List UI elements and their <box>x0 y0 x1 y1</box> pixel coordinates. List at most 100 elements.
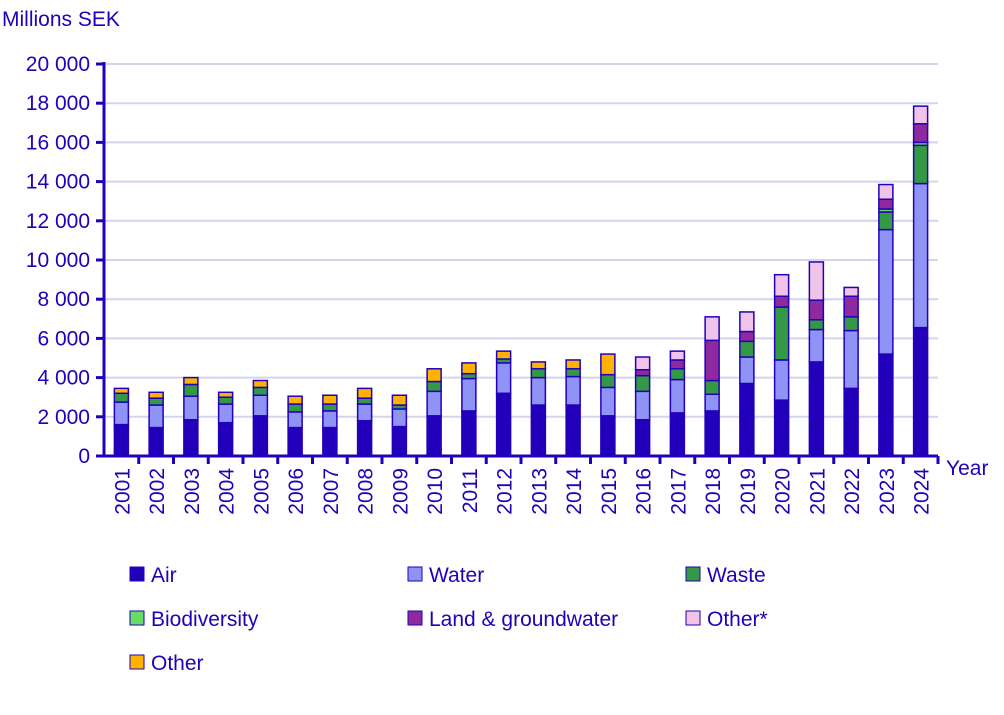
x-tick-label: 2007 <box>320 468 343 515</box>
bar-segment-air <box>461 410 477 457</box>
bar-segment-land-groundwater <box>739 330 755 343</box>
bar-segment-air <box>252 415 269 457</box>
bar-segment-water <box>600 386 616 417</box>
bar-segment-water <box>287 411 303 429</box>
bar-segment-waste <box>530 368 547 379</box>
x-tick-label: 2004 <box>216 468 239 515</box>
bar-segment-land-groundwater <box>912 123 929 144</box>
bar-segment-air <box>148 426 164 457</box>
bar-segment-water <box>912 182 929 329</box>
x-tick-label: 2011 <box>459 468 482 513</box>
bar-segment-other- <box>704 316 720 342</box>
bar-segment-other <box>217 391 234 398</box>
bar-segment-water <box>495 362 512 395</box>
bar-segment-air <box>878 353 894 457</box>
bar-segment-water <box>878 228 894 355</box>
bar-segment-other <box>183 376 199 386</box>
bar-segment-other <box>530 361 547 370</box>
x-axis-label: Year <box>946 457 988 480</box>
bar-segment-water <box>426 390 442 417</box>
bar-segment-land-groundwater <box>878 198 894 210</box>
bar-segment-other <box>356 387 373 399</box>
bar-segment-air <box>739 382 755 457</box>
bar-segment-land-groundwater <box>634 369 651 377</box>
bar-segment-other- <box>739 311 755 333</box>
x-tick-label: 2002 <box>146 468 169 515</box>
bar-segment-other- <box>912 105 929 125</box>
bar-segment-air <box>773 399 790 457</box>
bar-segment-other <box>565 359 581 370</box>
x-tick-label: 2005 <box>250 468 273 515</box>
bar-segment-waste <box>773 306 790 361</box>
bar-segment-other <box>495 350 512 360</box>
bar-segment-air <box>426 415 442 457</box>
x-tick-label: 2001 <box>111 468 134 515</box>
bar-segment-water <box>148 404 164 429</box>
bar-segment-air <box>600 415 616 457</box>
bar-segment-water <box>634 390 651 421</box>
x-tick-label: 2020 <box>772 468 795 515</box>
bar-segment-air <box>843 387 859 457</box>
y-tick-label: 0 <box>78 445 90 468</box>
bar-segment-water <box>808 328 825 363</box>
x-tick-label: 2023 <box>876 468 899 515</box>
bar-segment-waste <box>148 397 164 406</box>
bar-segment-waste <box>356 397 373 405</box>
bar-segment-waste <box>600 373 616 389</box>
bar-segment-water <box>183 395 199 421</box>
bar-segment-water <box>217 403 234 424</box>
bar-segment-other <box>426 368 442 383</box>
x-tick-label: 2018 <box>702 468 725 515</box>
bar-segment-water <box>530 376 547 406</box>
legend-label: Other <box>151 652 204 675</box>
x-tick-label: 2003 <box>181 468 204 515</box>
bar-segment-waste <box>252 386 269 396</box>
y-tick-label: 2 000 <box>37 406 90 429</box>
bar-segment-other <box>391 394 408 406</box>
bar-segment-other <box>461 362 477 375</box>
x-tick-label: 2008 <box>355 468 378 515</box>
x-tick-label: 2012 <box>494 468 517 515</box>
bar-segment-air <box>113 423 130 457</box>
bar-segment-waste <box>565 368 581 378</box>
legend-label: Land & groundwater <box>429 608 618 631</box>
legend-swatch <box>685 566 701 582</box>
bar-segment-air <box>495 392 512 457</box>
x-tick-label: 2017 <box>667 468 690 515</box>
bar-segment-other <box>322 394 338 405</box>
x-tick-label: 2013 <box>528 468 551 515</box>
y-tick-label: 14 000 <box>26 171 90 194</box>
legend-swatch <box>407 566 423 582</box>
bar-segment-other <box>148 391 164 399</box>
bar-segment-waste <box>843 316 859 332</box>
bar-segment-air <box>669 412 686 457</box>
bar-segment-water <box>252 394 269 417</box>
bar-segment-water <box>113 401 130 426</box>
x-tick-label: 2024 <box>911 468 934 515</box>
bar-segment-land-groundwater <box>843 295 859 318</box>
bar-segment-other- <box>669 350 686 361</box>
bar-segment-water <box>669 378 686 414</box>
bar-segment-other- <box>808 261 825 301</box>
x-tick-label: 2010 <box>424 468 447 515</box>
y-tick-label: 18 000 <box>26 92 90 115</box>
bar-segment-air <box>391 425 408 457</box>
bar-segment-land-groundwater <box>773 295 790 308</box>
bar-segment-air <box>530 404 547 457</box>
bar-segment-waste <box>322 403 338 412</box>
legend-label: Water <box>429 564 484 587</box>
bar-segment-other <box>252 379 269 389</box>
y-tick-label: 12 000 <box>26 210 90 233</box>
y-tick-label: 4 000 <box>37 367 90 390</box>
bar-segment-water <box>565 375 581 406</box>
bar-segment-land-groundwater <box>808 299 825 321</box>
legend-swatch <box>129 566 145 582</box>
bar-segment-waste <box>878 211 894 231</box>
bar-segment-air <box>322 426 338 457</box>
x-tick-label: 2006 <box>285 468 308 515</box>
bar-segment-air <box>183 418 199 457</box>
x-tick-label: 2009 <box>389 468 412 515</box>
bar-segment-air <box>634 418 651 457</box>
